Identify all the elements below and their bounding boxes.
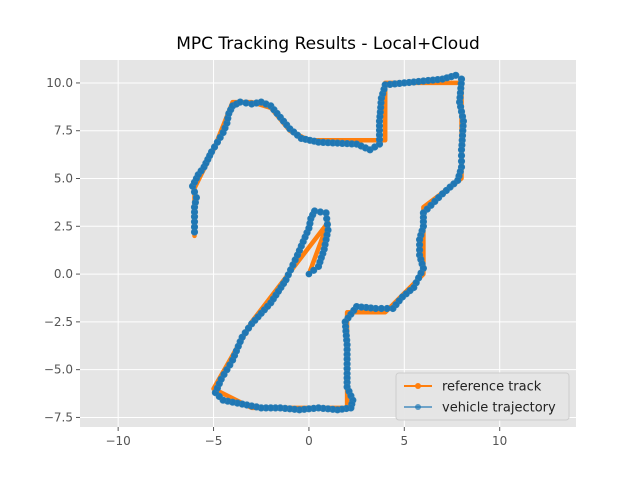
legend-reference-marker [415,383,421,389]
x-tick-label: −10 [105,434,130,448]
vehicle-trajectory-point [310,266,318,274]
y-tick-label: −5.0 [44,363,73,377]
y-tick-label: 2.5 [54,219,73,233]
vehicle-trajectory-point [305,270,313,278]
y-tick-label: −2.5 [44,315,73,329]
legend-vehicle-marker [415,404,421,410]
y-tick-label: 0.0 [54,267,73,281]
x-tick-label: −5 [205,434,223,448]
legend-box [395,372,570,421]
y-tick-label: 5.0 [54,172,73,186]
y-tick-label: 7.5 [54,124,73,138]
vehicle-trajectory-point [236,98,244,106]
x-tick-label: 5 [400,434,408,448]
x-tick-label: 10 [492,434,507,448]
legend-vehicle-label: vehicle trajectory [442,401,556,416]
y-tick-label: −7.5 [44,410,73,424]
vehicle-trajectory-point [314,262,323,271]
chart-title: MPC Tracking Results - Local+Cloud [176,34,480,54]
vehicle-trajectory-point [311,207,319,215]
vehicle-trajectory-point [452,71,460,79]
y-tick-label: 10.0 [46,76,73,90]
legend-reference-label: reference track [442,380,542,395]
x-tick-label: 0 [305,434,313,448]
